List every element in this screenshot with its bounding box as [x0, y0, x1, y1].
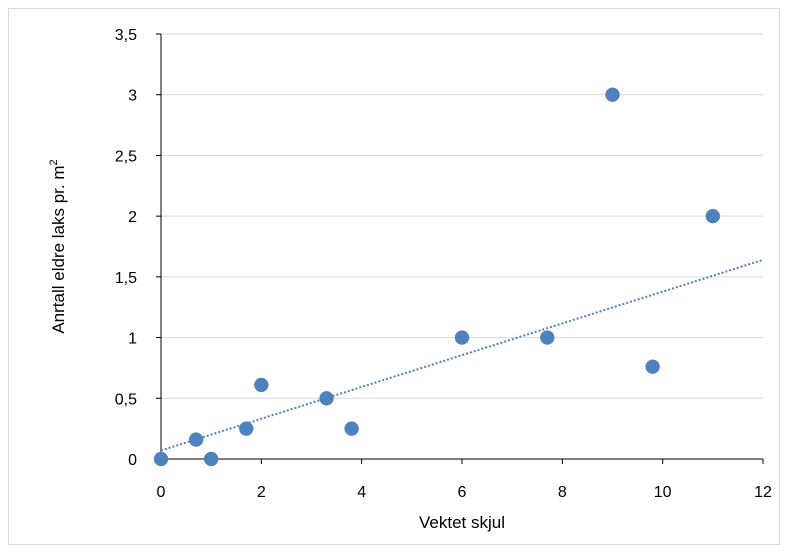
y-axis-title: Anrtall eldre laks pr. m2 [48, 159, 68, 333]
data-point [188, 432, 204, 447]
y-tick-label: 2 [128, 209, 137, 226]
x-tick-label: 8 [558, 484, 567, 501]
data-point [203, 451, 219, 467]
data-point [645, 359, 660, 374]
y-tick-label: 3,5 [115, 27, 137, 44]
data-point [254, 377, 269, 393]
y-tick-label: 0 [128, 452, 137, 469]
y-tick-label: 0,5 [115, 391, 137, 408]
x-tick-label: 2 [257, 484, 266, 501]
x-tick-label: 12 [754, 484, 772, 501]
x-tick-label: 0 [157, 484, 166, 501]
y-tick-label: 1,5 [115, 270, 137, 287]
x-tick-label: 4 [357, 484, 366, 501]
trendline-group [160, 258, 764, 452]
data-points [153, 87, 721, 467]
gridlines [161, 33, 763, 399]
x-tick-label: 6 [458, 484, 467, 501]
trendline [160, 258, 764, 452]
axes [156, 33, 764, 464]
data-point [319, 391, 334, 406]
tick-labels: 0 0,5 1 1,5 2 2,5 3 3,5 0 2 4 6 8 10 12 [115, 27, 772, 501]
y-tick-label: 3 [128, 88, 137, 105]
data-point [605, 87, 620, 102]
data-point [239, 421, 254, 436]
data-point [153, 451, 169, 467]
x-tick-label: 10 [654, 484, 672, 501]
y-tick-label: 1 [128, 331, 137, 348]
data-point [540, 330, 555, 345]
y-axis-title-superscript: 2 [48, 159, 60, 165]
data-point [344, 421, 359, 436]
y-tick-label: 2,5 [115, 148, 137, 165]
x-axis-title: Vektet skjul [419, 513, 505, 532]
data-point [454, 330, 470, 345]
data-point [705, 208, 721, 224]
